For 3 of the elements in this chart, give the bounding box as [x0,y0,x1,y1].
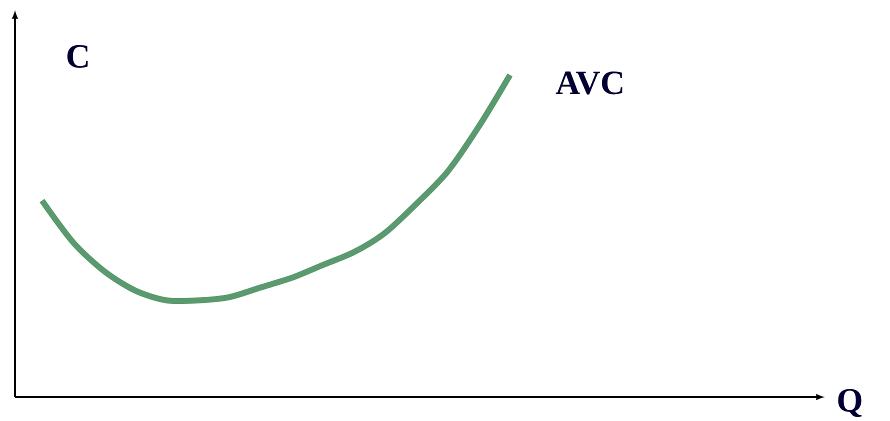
series-label: AVC [556,71,622,95]
y-axis-title: C [67,45,88,68]
text: Q [838,388,862,418]
